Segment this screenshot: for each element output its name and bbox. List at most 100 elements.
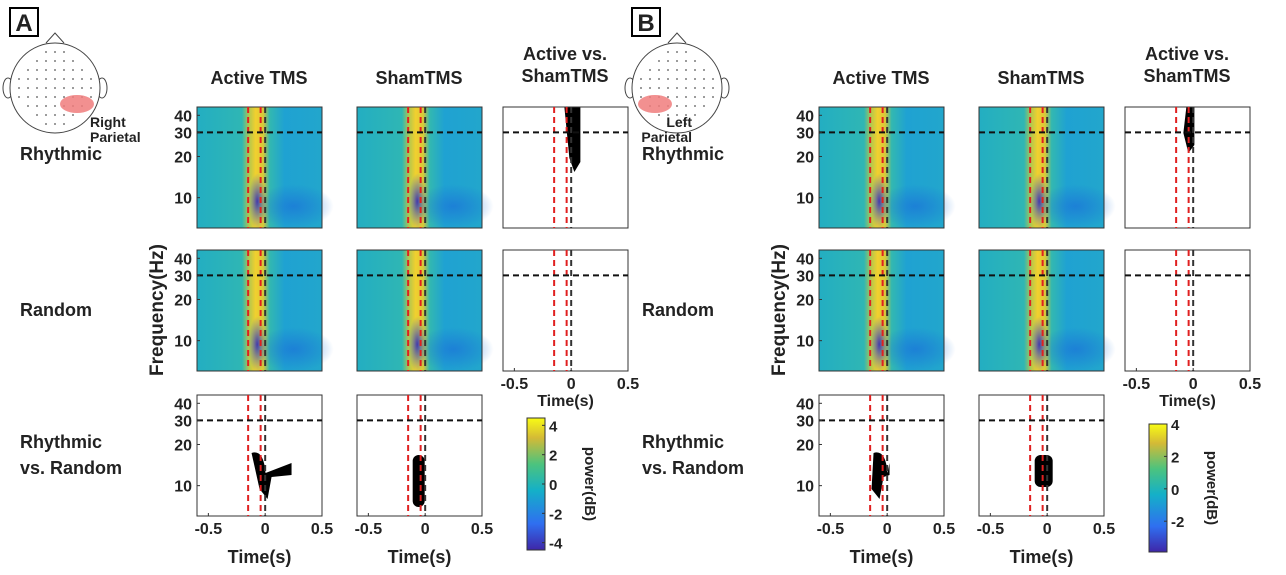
electrode bbox=[90, 96, 92, 98]
electrode bbox=[90, 78, 92, 80]
electrode bbox=[72, 87, 74, 89]
colorbar-tick-label: 4 bbox=[549, 418, 558, 435]
y-tick-label: 20 bbox=[796, 437, 814, 454]
region-label: Parietal bbox=[90, 129, 141, 145]
plot-frame bbox=[978, 106, 1105, 229]
heatmap-blob bbox=[253, 327, 334, 372]
electrode bbox=[703, 96, 705, 98]
panel-label-box bbox=[9, 7, 39, 37]
electrode bbox=[685, 87, 687, 89]
row-label: vs. Random bbox=[642, 458, 744, 478]
column-title: Active TMS bbox=[210, 68, 307, 88]
subplot: -0.5 0 0.5 Time(s) bbox=[977, 394, 1115, 567]
region-label: Parietal bbox=[641, 129, 692, 145]
electrode bbox=[36, 96, 38, 98]
electrode bbox=[72, 69, 74, 71]
electrode bbox=[36, 69, 38, 71]
electrode bbox=[72, 60, 74, 62]
y-tick-label: 30 bbox=[174, 268, 192, 285]
row-label: Random bbox=[20, 300, 92, 320]
plot-frame bbox=[1124, 249, 1251, 372]
colorbar-label: power(dB) bbox=[581, 447, 598, 521]
sig-cluster bbox=[871, 452, 890, 499]
electrode bbox=[18, 87, 20, 89]
electrode bbox=[72, 114, 74, 116]
plot-frame bbox=[502, 249, 629, 372]
electrode bbox=[54, 96, 56, 98]
column-title: ShamTMS bbox=[375, 68, 462, 88]
y-tick-label: 40 bbox=[796, 251, 814, 268]
electrode bbox=[27, 87, 29, 89]
electrode bbox=[63, 123, 65, 125]
region bbox=[638, 95, 672, 113]
electrode bbox=[658, 69, 660, 71]
electrode bbox=[676, 105, 678, 107]
electrode bbox=[45, 51, 47, 53]
y-tick-label: 10 bbox=[174, 191, 192, 208]
y-tick-label: 10 bbox=[796, 334, 814, 351]
electrode bbox=[63, 114, 65, 116]
heatmap-blob bbox=[1035, 184, 1116, 229]
column-title: ShamTMS bbox=[521, 66, 608, 86]
plot-frame bbox=[356, 394, 483, 517]
heatmap-blob bbox=[253, 184, 334, 229]
electrode bbox=[667, 60, 669, 62]
electrode bbox=[45, 123, 47, 125]
x-tick-label: 0.5 bbox=[1093, 521, 1115, 538]
x-tick-label: 0 bbox=[261, 521, 270, 538]
plot-frame bbox=[1124, 106, 1251, 229]
electrode bbox=[45, 69, 47, 71]
electrode bbox=[694, 105, 696, 107]
subplot bbox=[502, 106, 629, 229]
x-tick-label: 0 bbox=[883, 521, 892, 538]
electrode bbox=[667, 123, 669, 125]
electrode bbox=[658, 114, 660, 116]
electrode bbox=[694, 60, 696, 62]
x-axis-label: Time(s) bbox=[388, 547, 452, 567]
y-tick-label: 20 bbox=[174, 149, 192, 166]
electrode bbox=[658, 60, 660, 62]
y-tick-label: 30 bbox=[174, 413, 192, 430]
x-tick-label: 0 bbox=[1189, 376, 1198, 393]
row-label: Random bbox=[642, 300, 714, 320]
electrode bbox=[45, 96, 47, 98]
plot-bg bbox=[503, 107, 628, 228]
x-tick-label: -0.5 bbox=[195, 521, 223, 538]
electrode bbox=[685, 123, 687, 125]
electrode bbox=[703, 105, 705, 107]
x-tick-label: 0 bbox=[421, 521, 430, 538]
electrode bbox=[703, 69, 705, 71]
plot-bg bbox=[1125, 250, 1250, 371]
x-tick-label: -0.5 bbox=[817, 521, 845, 538]
electrode bbox=[640, 87, 642, 89]
electrode bbox=[63, 69, 65, 71]
electrode bbox=[676, 69, 678, 71]
electrode bbox=[36, 105, 38, 107]
electrode bbox=[685, 60, 687, 62]
electrode bbox=[81, 87, 83, 89]
y-tick-label: 10 bbox=[174, 479, 192, 496]
electrode bbox=[54, 105, 56, 107]
electrode bbox=[36, 114, 38, 116]
heatmap-blob bbox=[875, 184, 956, 229]
electrode bbox=[63, 60, 65, 62]
electrode bbox=[649, 78, 651, 80]
subplot bbox=[1124, 106, 1251, 229]
electrode bbox=[685, 78, 687, 80]
electrode bbox=[649, 69, 651, 71]
y-tick-label: 40 bbox=[796, 108, 814, 125]
electrode bbox=[45, 78, 47, 80]
electrode bbox=[676, 96, 678, 98]
electrode bbox=[27, 105, 29, 107]
colorbar-tick-label: -4 bbox=[549, 536, 563, 553]
electrode bbox=[649, 87, 651, 89]
electrode bbox=[676, 51, 678, 53]
plot-frame bbox=[196, 106, 323, 229]
electrode bbox=[694, 87, 696, 89]
x-tick-label: 0.5 bbox=[933, 521, 955, 538]
electrode bbox=[18, 96, 20, 98]
y-tick-label: 30 bbox=[174, 125, 192, 142]
